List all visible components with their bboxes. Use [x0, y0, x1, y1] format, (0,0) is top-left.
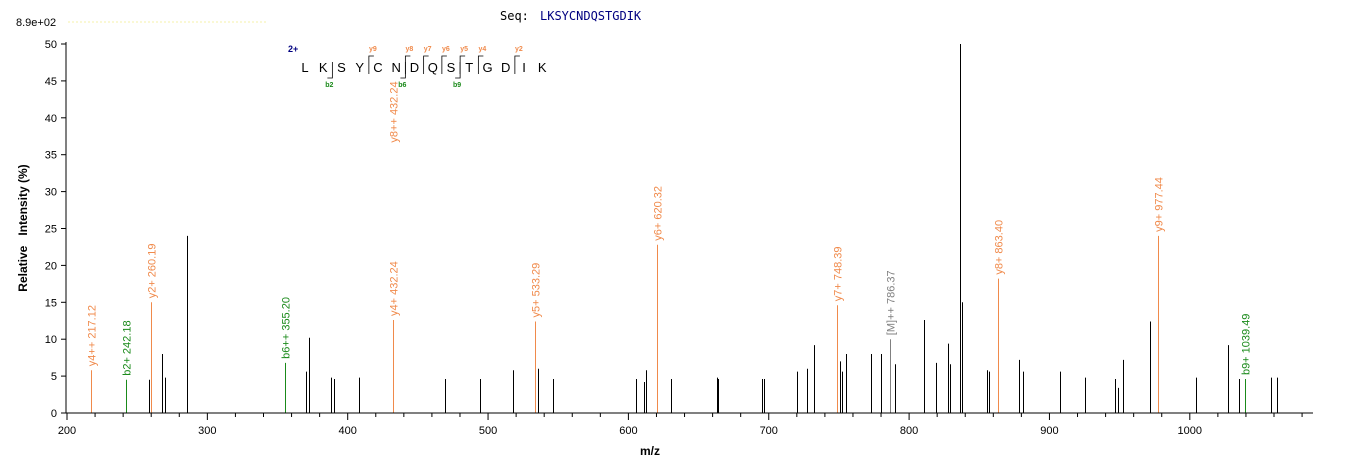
y-ion-label: y7	[424, 46, 432, 53]
x-tick-label: 600	[619, 425, 637, 437]
y-ion-label: y9	[369, 46, 377, 53]
y-tick-label: 30	[45, 187, 57, 199]
scale-label: 8.9e+02	[16, 17, 56, 29]
y-ion-bracket	[477, 55, 484, 74]
b-ion-label: b2	[325, 82, 333, 89]
sequence-residue: Q	[428, 60, 438, 75]
sequence-residue: K	[538, 60, 547, 75]
peak-label: y2+ 260.19	[147, 244, 159, 299]
sequence-residue: C	[373, 60, 382, 75]
peak-label: [M]++ 786.37	[886, 270, 898, 335]
x-tick-label: 400	[339, 425, 357, 437]
y-ion-label: y8	[405, 46, 413, 53]
y-tick-label: 50	[45, 39, 57, 51]
peak-label: y6+ 620.32	[653, 186, 665, 241]
peak-label: y8++ 432.24	[389, 81, 401, 142]
peak-labels-layer: y4++ 217.12 b2+ 242.18 y2+ 260.19 b6++ 355.…	[87, 81, 1253, 375]
b-ion-bracket	[455, 62, 461, 79]
y-tick-label: 20	[45, 260, 57, 272]
sequence-title: LKSYCNDQSTGDIK	[540, 9, 642, 23]
y-tick-label: 10	[45, 334, 57, 346]
peak-label: y7+ 748.39	[833, 247, 845, 302]
peak-label: b6++ 355.20	[281, 297, 293, 359]
y-ion-label: y5	[460, 46, 468, 53]
y-tick-label: 0	[51, 408, 57, 420]
y-ion-bracket	[368, 55, 374, 74]
sequence-prefix: Seq:	[500, 9, 529, 23]
y-ion-bracket	[441, 55, 447, 74]
b-ion-label: b9	[453, 82, 461, 89]
b-ion-bracket	[327, 62, 333, 79]
b-ion-bracket	[400, 62, 406, 79]
sequence-residue: Y	[355, 60, 364, 75]
b-ion-label: b6	[398, 82, 406, 89]
sequence-residue: T	[465, 60, 473, 75]
sequence-residue: I	[522, 60, 526, 75]
x-tick-label: 500	[479, 425, 497, 437]
sequence-residue: S	[447, 60, 456, 75]
y-tick-label: 15	[45, 297, 57, 309]
y-ion-bracket	[514, 55, 520, 74]
sequence-residue: G	[482, 60, 492, 75]
charge-state: 2+	[288, 44, 298, 54]
y-ion-label: y6	[442, 46, 450, 53]
x-tick-label: 200	[58, 425, 76, 437]
peak-label: b2+ 242.18	[122, 320, 134, 375]
x-axis-title: m/z	[640, 444, 660, 458]
sequence-residue: D	[501, 60, 510, 75]
y-axis-ticks: 0 5 10 15 20 25 30 35 40 45 50	[45, 39, 66, 420]
sequence-residue: D	[410, 60, 419, 75]
y-ion-bracket	[423, 55, 429, 74]
peak-label: y8+ 863.40	[994, 220, 1006, 275]
y-tick-label: 5	[51, 371, 57, 383]
peak-label: y4++ 217.12	[87, 305, 99, 366]
peaks-layer	[91, 44, 1278, 413]
x-tick-label: 900	[1040, 425, 1058, 437]
y-tick-label: 25	[45, 224, 57, 236]
sequence-residue: S	[337, 60, 346, 75]
y-tick-label: 35	[45, 150, 57, 162]
sequence-residue: N	[392, 60, 401, 75]
peak-label: y4+ 432.24	[389, 261, 401, 316]
x-tick-label: 700	[760, 425, 778, 437]
y-axis-title: Relative Intensity (%)	[16, 164, 30, 291]
sequence-residue: K	[319, 60, 328, 75]
peak-label: b9+ 1039.49	[1241, 314, 1253, 375]
x-tick-label: 800	[900, 425, 918, 437]
y-tick-label: 40	[45, 113, 57, 125]
y-ion-label: y4	[478, 46, 486, 53]
y-ion-label: y2	[515, 46, 523, 53]
x-axis-ticks: 200 300 400 500 600 700 800 900 1000	[58, 413, 1303, 437]
x-tick-label: 300	[198, 425, 216, 437]
x-tick-label: 1000	[1178, 425, 1202, 437]
peak-label: y9+ 977.44	[1154, 177, 1166, 232]
sequence-residue: L	[301, 60, 308, 75]
y-tick-label: 45	[45, 76, 57, 88]
peak-label: y5+ 533.29	[531, 263, 543, 318]
